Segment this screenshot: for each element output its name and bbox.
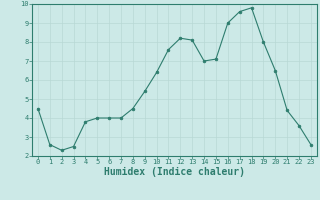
X-axis label: Humidex (Indice chaleur): Humidex (Indice chaleur) bbox=[104, 167, 245, 177]
